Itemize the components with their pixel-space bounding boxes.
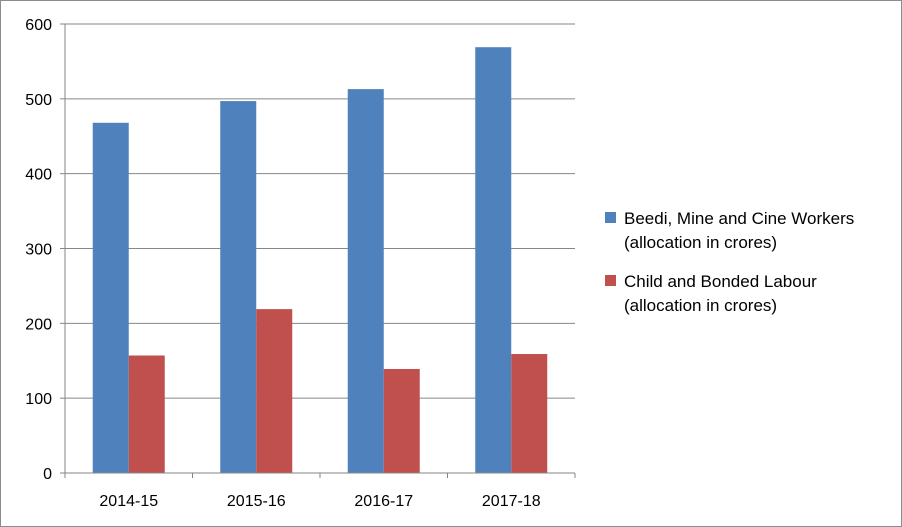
y-tick-label: 500 xyxy=(25,92,52,109)
bar-beedi-mine-cine xyxy=(347,89,384,473)
legend-swatch xyxy=(605,212,616,223)
bars xyxy=(92,47,548,473)
bar-beedi-mine-cine xyxy=(475,47,512,473)
y-tick-label: 400 xyxy=(25,167,52,184)
x-axis-ticks: 2014-15 2015-16 2016-17 2017-18 xyxy=(64,473,576,510)
y-tick-label: 300 xyxy=(25,242,52,259)
x-tick-label: 2015-16 xyxy=(227,493,286,510)
legend: Beedi, Mine and Cine Workers (allocation … xyxy=(605,209,854,315)
legend-swatch xyxy=(605,275,616,286)
y-axis-ticks: 0 100 200 300 400 500 600 xyxy=(25,17,65,483)
y-tick-label: 100 xyxy=(25,391,52,408)
bar-beedi-mine-cine xyxy=(92,122,129,473)
bar-child-bonded-labour xyxy=(511,354,548,473)
y-tick-label: 200 xyxy=(25,316,52,333)
bar-child-bonded-labour xyxy=(128,355,165,473)
x-tick-label: 2017-18 xyxy=(482,493,541,510)
y-tick-label: 0 xyxy=(43,466,52,483)
x-tick-label: 2016-17 xyxy=(354,493,413,510)
bar-child-bonded-labour xyxy=(256,309,293,473)
bar-child-bonded-labour xyxy=(383,368,420,473)
legend-label: Child and Bonded Labour (allocation in cr… xyxy=(624,272,817,315)
x-tick-label: 2014-15 xyxy=(99,493,158,510)
bar-beedi-mine-cine xyxy=(220,101,257,473)
y-tick-label: 600 xyxy=(25,17,52,34)
legend-label: Beedi, Mine and Cine Workers (allocation … xyxy=(624,209,854,252)
